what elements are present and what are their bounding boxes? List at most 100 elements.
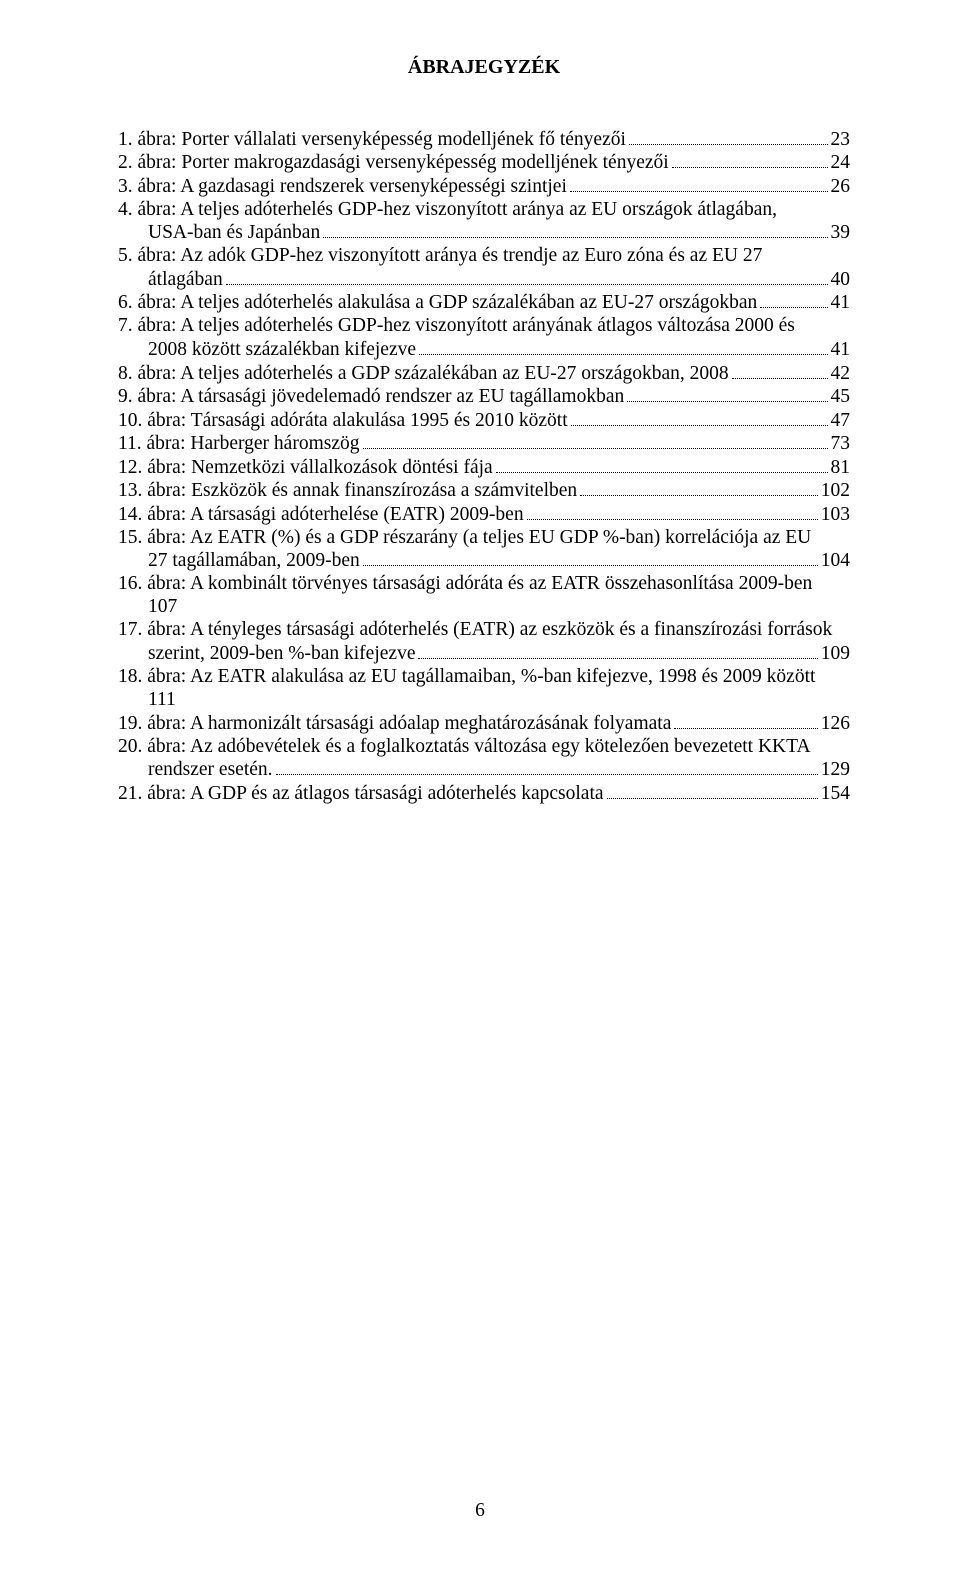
list-item: 17. ábra: A tényleges társasági adóterhe… <box>118 618 850 665</box>
list-item: 3. ábra: A gazdasagi rendszerek versenyk… <box>118 174 850 198</box>
dot-leader <box>672 151 828 169</box>
figure-list: 1. ábra: Porter vállalati versenyképessé… <box>118 127 850 805</box>
entry-page: 81 <box>831 456 851 479</box>
entry-text: ábra: A teljes adóterhelés alakulása a G… <box>138 291 758 314</box>
entry-number: 12. <box>118 456 142 479</box>
document-page: ÁBRAJEGYZÉK 1. ábra: Porter vállalati ve… <box>0 0 960 1574</box>
entry-line: 8. ábra: A teljes adóterhelés a GDP száz… <box>118 361 850 385</box>
entry-line: 21. ábra: A GDP és az átlagos társasági … <box>118 781 850 805</box>
entry-text-second: szerint, 2009-ben %-ban kifejezve <box>148 642 415 665</box>
entry-continuation: 2008 között százalékban kifejezve41 <box>118 337 850 361</box>
entry-page: 45 <box>831 385 851 408</box>
entry-text-second: átlagában <box>148 268 223 291</box>
entry-line: 18. ábra: Az EATR alakulása az EU tagáll… <box>118 665 850 688</box>
entry-text: ábra: A gazdasagi rendszerek versenyképe… <box>138 175 567 198</box>
list-item: 14. ábra: A társasági adóterhelése (EATR… <box>118 502 850 526</box>
dot-leader <box>418 641 817 659</box>
dot-leader <box>496 455 828 473</box>
list-item: 15. ábra: Az EATR (%) és a GDP részarány… <box>118 526 850 573</box>
entry-text-second: 111 <box>148 689 176 710</box>
list-item: 19. ábra: A harmonizált társasági adóala… <box>118 711 850 735</box>
dot-leader <box>363 432 828 450</box>
entry-page: 39 <box>831 221 851 244</box>
entry-line: 14. ábra: A társasági adóterhelése (EATR… <box>118 502 850 526</box>
entry-number: 7. <box>118 315 133 336</box>
entry-page: 126 <box>821 712 850 735</box>
entry-page: 42 <box>831 362 851 385</box>
dot-leader <box>226 267 828 285</box>
entry-continuation: szerint, 2009-ben %-ban kifejezve 109 <box>118 641 850 665</box>
entry-text-first: ábra: Az EATR alakulása az EU tagállamai… <box>147 666 815 687</box>
entry-continuation: 27 tagállamában, 2009-ben 104 <box>118 549 850 573</box>
entry-line: 9. ábra: A társasági jövedelemadó rendsz… <box>118 385 850 409</box>
entry-line: 20. ábra: Az adóbevételek és a foglalkoz… <box>118 735 850 758</box>
entry-page: 129 <box>821 758 850 781</box>
list-item: 4. ábra: A teljes adóterhelés GDP-hez vi… <box>118 198 850 245</box>
entry-text-first: ábra: A teljes adóterhelés GDP-hez viszo… <box>138 315 795 336</box>
entry-text: ábra: A társasági adóterhelése (EATR) 20… <box>147 503 523 526</box>
entry-number: 2. <box>118 151 133 174</box>
entry-line: 7. ábra: A teljes adóterhelés GDP-hez vi… <box>118 314 850 337</box>
entry-number: 3. <box>118 175 133 198</box>
list-item: 21. ábra: A GDP és az átlagos társasági … <box>118 781 850 805</box>
entry-text: ábra: Porter makrogazdasági versenyképes… <box>138 151 669 174</box>
entry-page: 109 <box>821 642 850 665</box>
dot-leader <box>363 549 818 567</box>
entry-continuation: átlagában40 <box>118 267 850 291</box>
list-item: 12. ábra: Nemzetközi vállalkozások dönté… <box>118 455 850 479</box>
entry-line: 6. ábra: A teljes adóterhelés alakulása … <box>118 291 850 315</box>
entry-text: ábra: Porter vállalati versenyképesség m… <box>138 128 626 151</box>
entry-line: 15. ábra: Az EATR (%) és a GDP részarány… <box>118 526 850 549</box>
entry-text: ábra: A teljes adóterhelés a GDP százalé… <box>138 362 729 385</box>
entry-page: 104 <box>821 549 850 572</box>
list-item: 8. ábra: A teljes adóterhelés a GDP száz… <box>118 361 850 385</box>
entry-number: 20. <box>118 736 142 757</box>
entry-text-first: ábra: A tényleges társasági adóterhelés … <box>147 619 832 640</box>
entry-number: 15. <box>118 527 142 548</box>
entry-text-first: ábra: Az adóbevételek és a foglalkoztatá… <box>147 736 810 757</box>
list-item: 11. ábra: Harberger háromszög73 <box>118 432 850 456</box>
entry-text: ábra: A GDP és az átlagos társasági adót… <box>147 782 603 805</box>
dot-leader <box>607 781 818 799</box>
entry-text: ábra: Nemzetközi vállalkozások döntési f… <box>147 456 492 479</box>
entry-text: ábra: Eszközök és annak finanszírozása a… <box>147 479 577 502</box>
entry-line: 4. ábra: A teljes adóterhelés GDP-hez vi… <box>118 198 850 221</box>
list-item: 2. ábra: Porter makrogazdasági versenyké… <box>118 151 850 175</box>
entry-line: 2. ábra: Porter makrogazdasági versenyké… <box>118 151 850 175</box>
entry-text-second: 107 <box>148 596 177 617</box>
entry-number: 19. <box>118 712 142 735</box>
entry-line: 11. ábra: Harberger háromszög73 <box>118 432 850 456</box>
list-item: 7. ábra: A teljes adóterhelés GDP-hez vi… <box>118 314 850 361</box>
entry-text-second: 2008 között százalékban kifejezve <box>148 338 416 361</box>
page-title: ÁBRAJEGYZÉK <box>118 56 850 79</box>
entry-text-second: rendszer esetén. <box>148 758 273 781</box>
dot-leader <box>570 174 828 192</box>
dot-leader <box>732 361 828 379</box>
entry-number: 9. <box>118 385 133 408</box>
entry-line: 1. ábra: Porter vállalati versenyképessé… <box>118 127 850 151</box>
entry-text-first: ábra: A kombinált törvényes társasági ad… <box>147 573 812 594</box>
entry-page: 23 <box>831 128 851 151</box>
dot-leader <box>629 127 828 145</box>
list-item: 16. ábra: A kombinált törvényes társaság… <box>118 572 850 618</box>
entry-text: ábra: A harmonizált társasági adóalap me… <box>147 712 671 735</box>
entry-page: 26 <box>831 175 851 198</box>
entry-line: 17. ábra: A tényleges társasági adóterhe… <box>118 618 850 641</box>
entry-continuation: USA-ban és Japánban39 <box>118 221 850 245</box>
dot-leader <box>674 711 817 729</box>
entry-page: 102 <box>821 479 850 502</box>
entry-line: 19. ábra: A harmonizált társasági adóala… <box>118 711 850 735</box>
entry-number: 17. <box>118 619 142 640</box>
entry-line: 5. ábra: Az adók GDP-hez viszonyított ar… <box>118 244 850 267</box>
list-item: 9. ábra: A társasági jövedelemadó rendsz… <box>118 385 850 409</box>
entry-text-second: 27 tagállamában, 2009-ben <box>148 549 360 572</box>
entry-number: 16. <box>118 573 142 594</box>
entry-page: 103 <box>821 503 850 526</box>
entry-number: 13. <box>118 479 142 502</box>
entry-number: 14. <box>118 503 142 526</box>
entry-line: 12. ábra: Nemzetközi vállalkozások dönté… <box>118 455 850 479</box>
entry-number: 1. <box>118 128 133 151</box>
entry-line: 13. ábra: Eszközök és annak finanszírozá… <box>118 479 850 503</box>
dot-leader <box>580 479 818 497</box>
entry-text: ábra: A társasági jövedelemadó rendszer … <box>138 385 625 408</box>
